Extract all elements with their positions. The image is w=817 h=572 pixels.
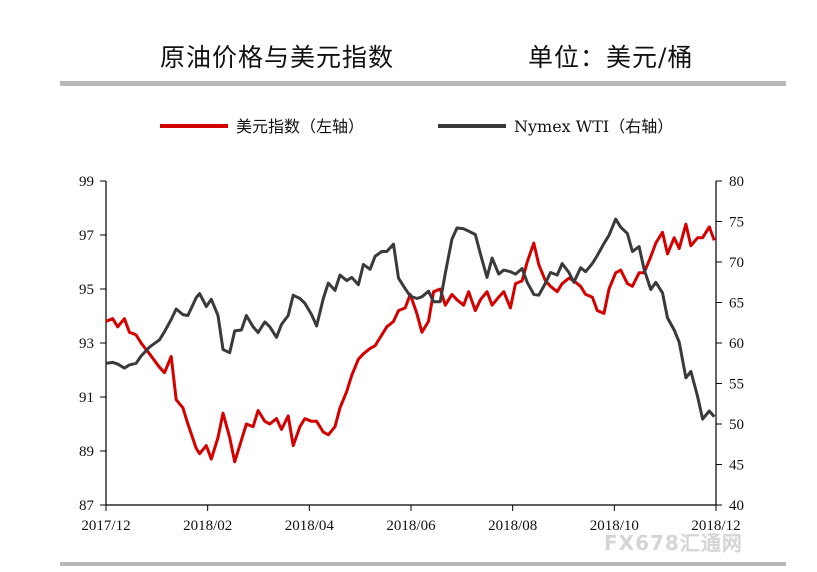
series-line-usd-index (105, 222, 716, 464)
right-axis-tick-label: 65 (729, 296, 744, 312)
x-axis-tick-label: 2018/12 (691, 518, 740, 534)
left-axis-tick-label: 87 (79, 498, 95, 514)
left-axis-tick-label: 95 (79, 282, 94, 298)
bottom-divider (60, 562, 786, 566)
legend-label-wti: Nymex WTI（右轴） (514, 117, 673, 136)
right-axis-tick-label: 60 (729, 336, 744, 352)
right-axis-tick-label: 80 (729, 174, 744, 190)
watermark: FX678汇通网 (604, 531, 743, 555)
series-layer (105, 217, 716, 464)
series-line-wti (105, 217, 716, 421)
right-axis-tick-label: 45 (729, 458, 744, 474)
chart-header: 原油价格与美元指数 单位：美元/桶 (0, 0, 817, 80)
right-axis-tick-label: 70 (729, 255, 744, 271)
x-axis-tick-label: 2018/10 (590, 518, 639, 534)
left-axis-tick-label: 97 (79, 228, 95, 244)
legend-label-usd-index: 美元指数（左轴） (236, 117, 364, 136)
right-axis-tick-label: 50 (729, 417, 744, 433)
x-axis-tick-label: 2018/02 (183, 518, 232, 534)
x-axis-tick-label: 2017/12 (81, 518, 130, 534)
left-axis-tick-label: 91 (79, 390, 94, 406)
right-axis-tick-label: 75 (729, 215, 744, 231)
x-axis-tick-label: 2018/08 (488, 518, 537, 534)
unit-label: 单位：美元/桶 (528, 43, 694, 72)
chart-title: 原油价格与美元指数 (160, 43, 395, 72)
top-divider (60, 81, 786, 86)
x-axis-tick-label: 2018/06 (386, 518, 436, 534)
left-axis-tick-label: 93 (79, 336, 94, 352)
left-axis-tick-label: 89 (79, 444, 94, 460)
right-axis-tick-label: 40 (729, 498, 744, 514)
right-axis-tick-label: 55 (729, 377, 744, 393)
left-axis-tick-label: 99 (79, 174, 94, 190)
legend: 美元指数（左轴） Nymex WTI（右轴） (160, 117, 673, 136)
axes: 87 89 91 93 95 97 99 40 45 50 55 60 65 70 75 80 2017/12 2… (79, 174, 744, 534)
x-axis-tick-label: 2018/04 (285, 518, 335, 534)
